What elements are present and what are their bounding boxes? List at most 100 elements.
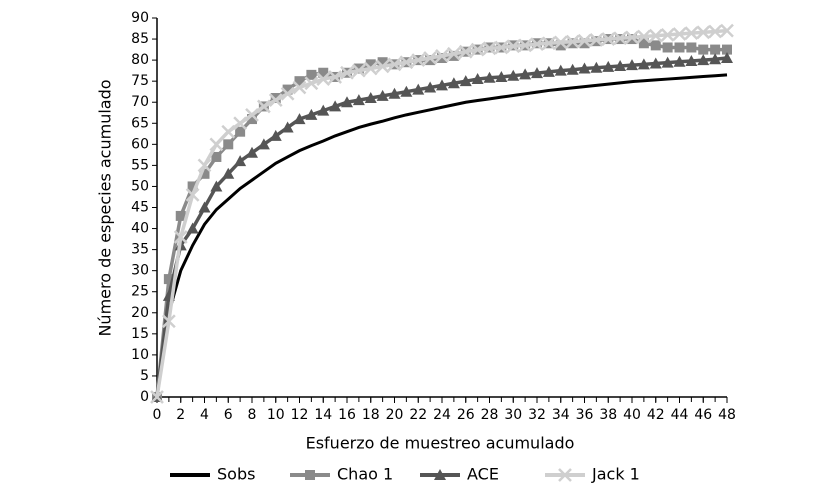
marker bbox=[448, 50, 459, 61]
marker bbox=[684, 26, 699, 41]
marker bbox=[375, 59, 390, 74]
marker bbox=[186, 222, 199, 234]
x-tick-label: 16 bbox=[338, 407, 356, 423]
marker bbox=[471, 73, 484, 85]
marker bbox=[268, 93, 283, 108]
marker bbox=[233, 116, 248, 131]
marker bbox=[173, 230, 188, 244]
x-tick-label: 46 bbox=[694, 407, 712, 423]
y-tick-label: 80 bbox=[131, 52, 149, 68]
marker bbox=[662, 42, 673, 53]
marker bbox=[541, 36, 556, 51]
marker bbox=[590, 61, 603, 73]
marker bbox=[578, 62, 591, 74]
marker bbox=[150, 390, 164, 404]
marker bbox=[223, 139, 234, 150]
marker bbox=[446, 46, 461, 61]
y-tick-label: 0 bbox=[140, 389, 149, 405]
marker bbox=[388, 87, 401, 99]
marker bbox=[458, 44, 473, 59]
marker bbox=[222, 167, 235, 179]
x-tick-label: 40 bbox=[623, 407, 641, 423]
x-tick-label: 2 bbox=[176, 407, 185, 423]
marker bbox=[638, 38, 649, 49]
marker bbox=[437, 53, 447, 64]
marker bbox=[495, 70, 508, 82]
marker bbox=[352, 94, 365, 106]
marker bbox=[435, 49, 449, 63]
marker bbox=[554, 64, 567, 76]
x-tick-label: 18 bbox=[362, 407, 380, 423]
marker bbox=[245, 107, 259, 122]
marker bbox=[589, 33, 604, 47]
marker bbox=[625, 30, 639, 45]
x-tick-label: 26 bbox=[457, 407, 475, 423]
marker bbox=[161, 314, 176, 329]
marker bbox=[686, 42, 697, 53]
marker bbox=[696, 25, 711, 40]
marker bbox=[601, 32, 616, 46]
marker bbox=[364, 92, 377, 104]
y-tick-label: 45 bbox=[131, 200, 149, 216]
marker bbox=[470, 42, 485, 57]
x-tick-label: 14 bbox=[314, 407, 332, 423]
marker bbox=[579, 38, 590, 49]
marker bbox=[198, 201, 211, 213]
marker bbox=[721, 52, 733, 64]
x-tick-label: 36 bbox=[576, 407, 594, 423]
marker bbox=[685, 54, 698, 66]
marker bbox=[482, 41, 497, 56]
x-tick-label: 10 bbox=[267, 407, 285, 423]
marker bbox=[221, 124, 236, 139]
series-line bbox=[155, 73, 728, 398]
marker bbox=[292, 80, 307, 95]
marker bbox=[293, 113, 306, 125]
marker bbox=[246, 146, 258, 158]
marker bbox=[199, 168, 210, 179]
marker bbox=[697, 54, 710, 66]
marker bbox=[316, 72, 331, 86]
marker bbox=[636, 29, 651, 44]
marker bbox=[341, 96, 353, 108]
marker bbox=[329, 100, 342, 112]
marker bbox=[257, 138, 270, 150]
marker bbox=[399, 55, 414, 70]
y-tick-label: 50 bbox=[131, 178, 149, 194]
marker bbox=[661, 56, 674, 68]
y-tick-label: 40 bbox=[131, 221, 149, 237]
x-tick-label: 28 bbox=[481, 407, 499, 423]
marker bbox=[494, 40, 509, 55]
marker bbox=[304, 76, 319, 91]
x-tick-label: 42 bbox=[647, 407, 665, 423]
marker bbox=[411, 53, 426, 67]
x-tick-label: 6 bbox=[224, 407, 233, 423]
marker bbox=[424, 81, 437, 93]
x-tick-label: 24 bbox=[433, 407, 451, 423]
x-tick-label: 38 bbox=[599, 407, 617, 423]
x-tick-label: 44 bbox=[671, 407, 689, 423]
x-axis-label: Esfuerzo de muestreo acumulado bbox=[306, 434, 575, 453]
legend-label: Jack 1 bbox=[591, 465, 640, 484]
marker bbox=[376, 89, 389, 101]
marker bbox=[247, 114, 257, 125]
y-tick-label: 5 bbox=[140, 368, 149, 384]
y-tick-label: 70 bbox=[131, 94, 149, 110]
y-tick-label: 20 bbox=[131, 305, 149, 321]
marker bbox=[328, 70, 343, 84]
marker bbox=[542, 65, 555, 77]
marker bbox=[317, 104, 330, 116]
marker bbox=[210, 180, 223, 192]
y-tick-label: 10 bbox=[131, 347, 149, 363]
marker bbox=[649, 57, 662, 69]
y-tick-label: 35 bbox=[131, 242, 149, 258]
marker bbox=[565, 34, 580, 49]
marker bbox=[674, 42, 685, 53]
marker bbox=[423, 51, 438, 65]
marker bbox=[709, 53, 722, 65]
marker bbox=[282, 84, 293, 95]
marker bbox=[722, 44, 732, 55]
marker bbox=[363, 61, 378, 76]
marker bbox=[613, 31, 628, 46]
x-tick-label: 30 bbox=[504, 407, 522, 423]
series-line bbox=[155, 56, 728, 398]
